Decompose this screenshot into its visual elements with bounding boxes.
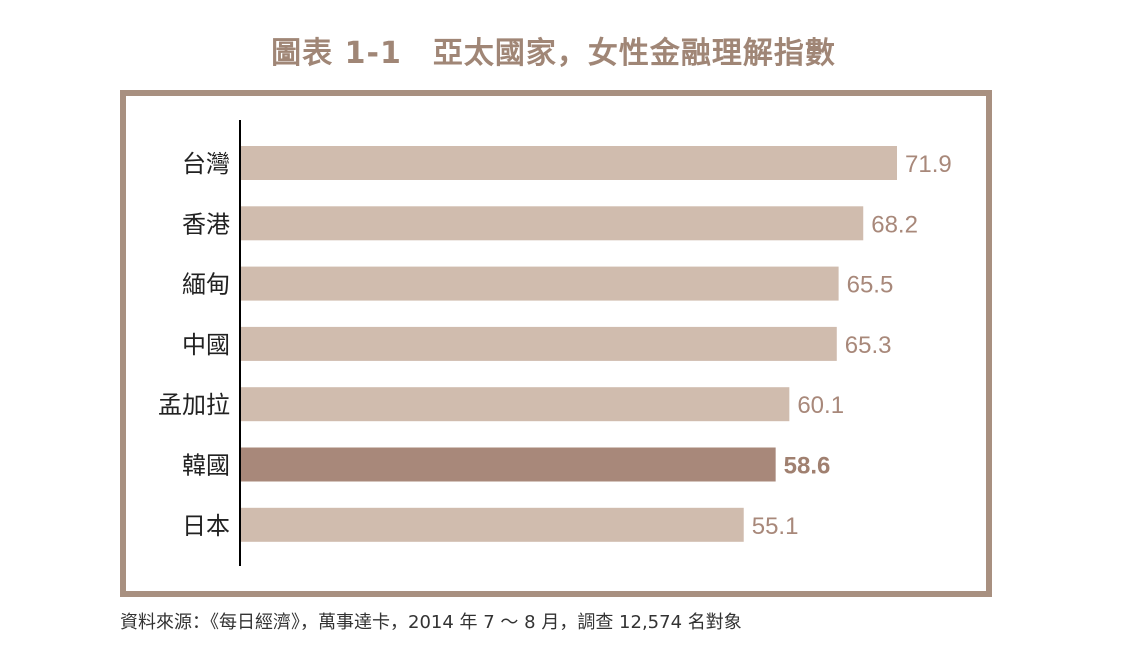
bar-2: [241, 206, 864, 241]
value-label: 55.1: [752, 513, 799, 540]
bar-1: [241, 146, 897, 180]
chart-frame: 台灣 71.9 香港 68.2 緬甸 65.5 中國 65.3 孟加拉 60.1 韓國 58.6 日本 5…: [120, 90, 992, 597]
source-note: 資料來源：《每日經濟》，萬事達卡，2014 年 7 ～ 8 月，調查 12,57…: [120, 612, 742, 633]
bar-5: [241, 387, 790, 422]
category-label: 台灣: [182, 150, 230, 178]
category-label: 孟加拉: [158, 391, 230, 419]
chart-title: 圖表 1-1 亞太國家，女性金融理解指數: [271, 36, 836, 71]
bar-chart: 台灣 71.9 香港 68.2 緬甸 65.5 中國 65.3 孟加拉 60.1 韓國 58.6 日本 5…: [158, 120, 952, 566]
bar-7: [241, 507, 744, 542]
value-label: 71.9: [905, 151, 952, 178]
value-label: 60.1: [797, 392, 844, 419]
value-label: 65.5: [847, 272, 894, 299]
category-label: 緬甸: [182, 271, 230, 299]
category-label: 日本: [182, 512, 230, 540]
value-label: 68.2: [871, 211, 918, 238]
bar-4: [241, 326, 837, 361]
bar-6: [241, 447, 776, 482]
value-label: 65.3: [845, 332, 892, 359]
category-label: 中國: [182, 331, 230, 359]
category-label: 韓國: [182, 452, 230, 480]
bar-3: [241, 266, 839, 301]
value-label: 58.6: [784, 453, 831, 480]
category-label: 香港: [182, 210, 230, 238]
